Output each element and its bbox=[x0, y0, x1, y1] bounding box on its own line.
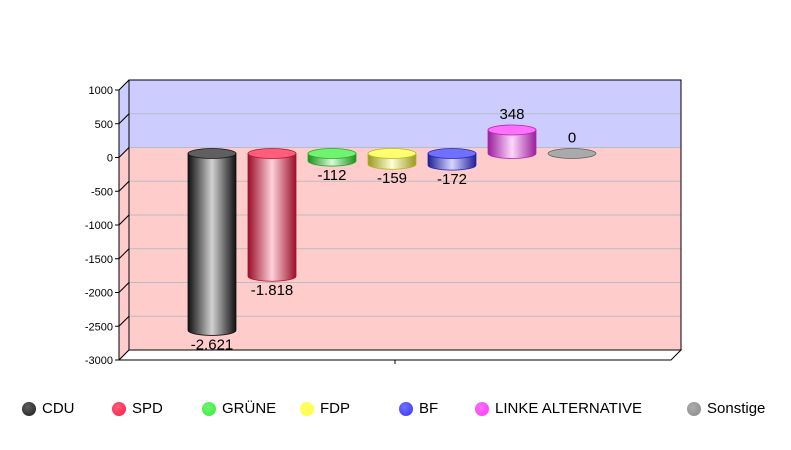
legend-item: SPD bbox=[112, 400, 163, 417]
y-tick-label: -500 bbox=[91, 186, 113, 198]
legend-label: SPD bbox=[132, 400, 163, 417]
data-label: -2.621 bbox=[191, 336, 234, 353]
legend-label: LINKE ALTERNATIVE bbox=[495, 400, 642, 417]
bar-bf[interactable]: -172 bbox=[427, 148, 477, 189]
bar-top bbox=[367, 148, 417, 159]
bar-body bbox=[187, 153, 237, 336]
data-label: 348 bbox=[499, 106, 524, 123]
legend-marker-icon bbox=[112, 401, 126, 416]
legend-item: CDU bbox=[22, 400, 75, 417]
legend-marker-icon bbox=[202, 401, 216, 416]
y-tick-depth bbox=[118, 79, 130, 91]
legend-item: Sonstige bbox=[687, 400, 765, 417]
y-tick-depth bbox=[118, 214, 130, 226]
data-label: -112 bbox=[318, 167, 347, 184]
legend-label: GRÜNE bbox=[222, 400, 277, 417]
legend-marker-icon bbox=[687, 401, 701, 416]
data-label: -159 bbox=[377, 170, 407, 187]
legend: CDU SPD GRÜNE FDP BF LINKE ALTERNATIVE Sonstig… bbox=[0, 400, 791, 422]
y-tick-label: -3000 bbox=[85, 355, 113, 367]
bar-sonstige[interactable]: 0 bbox=[547, 130, 597, 159]
bar-cdu[interactable]: -2.621 bbox=[187, 148, 237, 354]
data-label: 0 bbox=[568, 130, 576, 147]
y-tick-depth bbox=[118, 282, 130, 293]
legend-item: BF bbox=[399, 400, 438, 417]
bar-top bbox=[427, 148, 477, 159]
legend-marker-icon bbox=[22, 401, 36, 416]
bar-body bbox=[247, 153, 297, 282]
y-tick-label: -1500 bbox=[85, 254, 113, 266]
y-tick-depth bbox=[118, 113, 130, 125]
legend-label: FDP bbox=[320, 400, 350, 417]
legend-marker-icon bbox=[475, 401, 489, 416]
bar-top bbox=[247, 148, 297, 159]
bar-top bbox=[547, 148, 597, 159]
data-label: -1.818 bbox=[251, 282, 294, 299]
y-tick-depth bbox=[118, 315, 130, 327]
bar-top bbox=[487, 124, 537, 136]
bar-top bbox=[307, 148, 357, 159]
chart-plot: 1000 500 0 -500 -1000 -1500 -2000 -2500 -3000 -2.… bbox=[85, 79, 683, 367]
floor bbox=[117, 349, 683, 361]
bar-linke-alternative[interactable]: 348 bbox=[487, 106, 537, 159]
legend-item: LINKE ALTERNATIVE bbox=[475, 400, 642, 417]
legend-label: Sonstige bbox=[707, 400, 766, 417]
bar-grüne[interactable]: -112 bbox=[307, 148, 357, 185]
data-label: -172 bbox=[437, 171, 467, 188]
bar-fdp[interactable]: -159 bbox=[367, 148, 417, 188]
bar-spd[interactable]: -1.818 bbox=[247, 148, 297, 300]
legend-label: CDU bbox=[42, 400, 75, 417]
bar-body bbox=[487, 129, 537, 159]
y-tick-depth bbox=[118, 248, 130, 260]
y-tick-label: 1000 bbox=[89, 85, 113, 97]
y-tick-label: 0 bbox=[107, 153, 113, 165]
legend-marker-icon bbox=[300, 401, 314, 416]
y-tick-label: -1000 bbox=[85, 220, 113, 232]
legend-label: BF bbox=[419, 400, 439, 417]
bar-top bbox=[187, 148, 237, 159]
legend-item: GRÜNE bbox=[202, 400, 276, 417]
y-tick-label: 500 bbox=[95, 119, 113, 131]
y-tick-label: -2500 bbox=[85, 321, 113, 333]
legend-item: FDP bbox=[300, 400, 350, 417]
y-tick-depth bbox=[118, 180, 130, 192]
y-tick-label: -2000 bbox=[85, 288, 113, 300]
y-tick-depth bbox=[118, 147, 130, 158]
legend-marker-icon bbox=[399, 401, 413, 416]
